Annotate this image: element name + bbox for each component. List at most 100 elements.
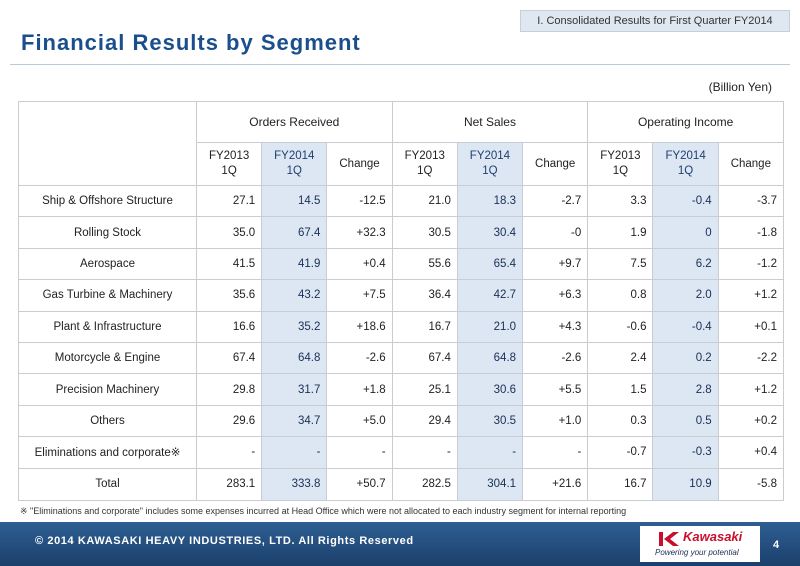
orders-fy2014-cell: 64.8	[261, 341, 328, 375]
period-header-row: FY2013 1Q FY2014 1Q Change FY2013 1Q FY2014…	[19, 142, 785, 186]
section-tab: I. Consolidated Results for First Quarte…	[520, 10, 790, 32]
segment-name: Gas Turbine & Machinery	[18, 279, 197, 312]
sales-fy2013-cell: 25.1	[391, 373, 458, 406]
income-change-cell: -5.8	[717, 467, 785, 501]
income-fy2013-cell: 2.4	[587, 341, 654, 375]
table-row: Plant & Infrastructure 16.6 35.2 +18.6 16.7 2…	[18, 310, 785, 343]
income-fy2014-cell: 10.9	[652, 467, 719, 501]
orders-fy2014-cell: 41.9	[261, 247, 328, 281]
income-fy2014-cell: 0.5	[652, 404, 719, 438]
orders-fy2014-cell: -	[261, 436, 328, 469]
table-row: Eliminations and corporate※ - - - - - - -0.7 -0.…	[18, 436, 785, 469]
col-header-fy2014: FY2014 1Q	[652, 142, 719, 186]
orders-fy2014-cell: 34.7	[261, 404, 328, 438]
table-row: Motorcycle & Engine 67.4 64.8 -2.6 67.4 64.8-…	[18, 341, 785, 375]
sales-change-cell: +1.0	[522, 404, 589, 438]
orders-change-cell: +7.5	[326, 279, 393, 312]
income-fy2013-cell: 0.3	[587, 404, 654, 438]
orders-fy2013-cell: 41.5	[195, 247, 263, 281]
income-fy2014-cell: 0	[652, 216, 719, 249]
logo-wordmark: Kawasaki	[683, 529, 743, 544]
table-row: Precision Machinery 29.8 31.7 +1.8 25.1 30.6 +…	[18, 373, 785, 406]
income-change-cell: +0.1	[717, 310, 785, 343]
segment-name: Motorcycle & Engine	[18, 341, 197, 375]
group-header-orders: Orders Received	[196, 101, 393, 143]
table-row: Rolling Stock 35.0 67.4 +32.3 30.5 30.4 -0 1.9 0…	[18, 216, 785, 249]
table-row: Gas Turbine & Machinery 35.6 43.2 +7.5 36.4 4…	[18, 279, 785, 312]
orders-fy2013-cell: 35.0	[195, 216, 263, 249]
sales-change-cell: -0	[522, 216, 589, 249]
col-header-change: Change	[522, 142, 589, 186]
logo-tagline: Powering your potential	[655, 548, 739, 557]
income-change-cell: +1.2	[717, 373, 785, 406]
corner-cell	[18, 101, 197, 186]
title-divider	[10, 64, 790, 65]
segment-name: Total	[18, 467, 197, 501]
income-change-cell: +0.4	[717, 436, 785, 469]
income-fy2013-cell: -0.7	[587, 436, 654, 469]
orders-fy2013-cell: 29.6	[195, 404, 263, 438]
sales-fy2013-cell: 67.4	[391, 341, 458, 375]
orders-fy2013-cell: 16.6	[195, 310, 263, 343]
income-fy2013-cell: 0.8	[587, 279, 654, 312]
income-fy2014-cell: 2.8	[652, 373, 719, 406]
sales-fy2013-cell: 55.6	[391, 247, 458, 281]
table-row: Ship & Offshore Structure 27.1 14.5 -12.5 21…	[18, 184, 785, 218]
col-header-fy2014: FY2014 1Q	[261, 142, 328, 186]
sales-fy2014-cell: 21.0	[456, 310, 524, 343]
orders-fy2013-cell: -	[195, 436, 263, 469]
income-fy2013-cell: 1.9	[587, 216, 654, 249]
sales-change-cell: +5.5	[522, 373, 589, 406]
sales-fy2013-cell: 29.4	[391, 404, 458, 438]
sales-fy2013-cell: 21.0	[391, 184, 458, 218]
orders-change-cell: +1.8	[326, 373, 393, 406]
sales-fy2013-cell: 36.4	[391, 279, 458, 312]
table-row: Aerospace 41.5 41.9 +0.4 55.6 65.4 +9.7 7.5 6.2-…	[18, 247, 785, 281]
sales-change-cell: -2.6	[522, 341, 589, 375]
sales-fy2014-cell: 30.6	[456, 373, 524, 406]
col-header-fy2013: FY2013 1Q	[391, 142, 458, 186]
segment-name: Ship & Offshore Structure	[18, 184, 197, 218]
col-header-change: Change	[717, 142, 785, 186]
group-header-operating-income: Operating Income	[587, 101, 784, 143]
orders-change-cell: +50.7	[326, 467, 393, 501]
sales-change-cell: -2.7	[522, 184, 589, 218]
sales-fy2014-cell: 42.7	[456, 279, 524, 312]
orders-change-cell: +0.4	[326, 247, 393, 281]
table-body: Ship & Offshore Structure 27.1 14.5 -12.5 21…	[18, 184, 785, 501]
orders-fy2014-cell: 14.5	[261, 184, 328, 218]
sales-fy2014-cell: 304.1	[456, 467, 524, 501]
total-row: Total 283.1 333.8 +50.7 282.5 304.1 +21.6 16.7 1…	[18, 467, 785, 501]
orders-change-cell: -	[326, 436, 393, 469]
orders-fy2014-cell: 35.2	[261, 310, 328, 343]
orders-fy2013-cell: 67.4	[195, 341, 263, 375]
sales-change-cell: +6.3	[522, 279, 589, 312]
income-change-cell: -3.7	[717, 184, 785, 218]
sales-change-cell: +21.6	[522, 467, 589, 501]
income-change-cell: -1.2	[717, 247, 785, 281]
orders-fy2014-cell: 333.8	[261, 467, 328, 501]
col-header-fy2013: FY2013 1Q	[195, 142, 263, 186]
sales-fy2014-cell: 30.4	[456, 216, 524, 249]
sales-fy2014-cell: -	[456, 436, 524, 469]
kawasaki-logo-mark-icon	[659, 532, 679, 546]
income-fy2014-cell: 0.2	[652, 341, 719, 375]
unit-note: (Billion Yen)	[708, 80, 772, 94]
income-fy2014-cell: -0.4	[652, 184, 719, 218]
income-fy2013-cell: -0.6	[587, 310, 654, 343]
sales-change-cell: +9.7	[522, 247, 589, 281]
income-fy2013-cell: 1.5	[587, 373, 654, 406]
segment-name: Eliminations and corporate※	[18, 436, 197, 469]
segment-name: Rolling Stock	[18, 216, 197, 249]
income-fy2014-cell: 2.0	[652, 279, 719, 312]
income-fy2014-cell: 6.2	[652, 247, 719, 281]
sales-fy2013-cell: 282.5	[391, 467, 458, 501]
sales-fy2014-cell: 65.4	[456, 247, 524, 281]
orders-fy2014-cell: 43.2	[261, 279, 328, 312]
orders-fy2014-cell: 67.4	[261, 216, 328, 249]
segment-name: Precision Machinery	[18, 373, 197, 406]
income-fy2014-cell: -0.3	[652, 436, 719, 469]
income-change-cell: +0.2	[717, 404, 785, 438]
col-header-fy2014: FY2014 1Q	[456, 142, 524, 186]
sales-fy2014-cell: 30.5	[456, 404, 524, 438]
